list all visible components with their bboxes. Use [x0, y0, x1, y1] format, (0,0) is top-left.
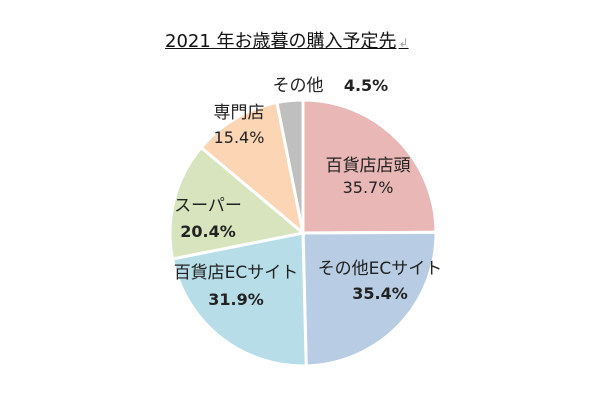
- pie-labels: 百貨店店頭 35.7% その他ECサイト 35.4% 百貨店ECサイト 31.9% スーパー…: [174, 76, 443, 309]
- slice-label-3: 百貨店ECサイト: [174, 263, 299, 283]
- slice-label-5: 専門店: [214, 103, 265, 123]
- pie-slice-3: [170, 231, 308, 368]
- slice-label-6: その他: [273, 76, 324, 96]
- pie-slice-4: [168, 145, 307, 261]
- pie-slice-6: [275, 98, 305, 234]
- chart-title: 2021 年お歳暮の購入予定先 ↲: [165, 27, 409, 53]
- pie-slices: [168, 98, 438, 368]
- slice-value-label-6: 4.5%: [344, 76, 388, 95]
- slice-label-2: その他ECサイト: [318, 259, 443, 279]
- pie-slice-5: [199, 100, 306, 237]
- slice-value-label-4: 20.4%: [180, 222, 236, 241]
- slice-value-label-1: 35.7%: [343, 178, 394, 197]
- slice-value-label-5: 15.4%: [214, 128, 265, 147]
- chart-title-text: 2021 年お歳暮の購入予定先: [165, 31, 397, 52]
- pie-slice-1: [301, 98, 438, 235]
- slice-label-4: スーパー: [174, 196, 242, 216]
- pie-slice-2: [301, 230, 438, 368]
- paragraph-mark-icon: ↲: [398, 36, 409, 50]
- slice-label-1: 百貨店店頭: [326, 156, 411, 176]
- slice-value-label-3: 31.9%: [208, 290, 264, 309]
- slice-value-label-2: 35.4%: [352, 284, 408, 303]
